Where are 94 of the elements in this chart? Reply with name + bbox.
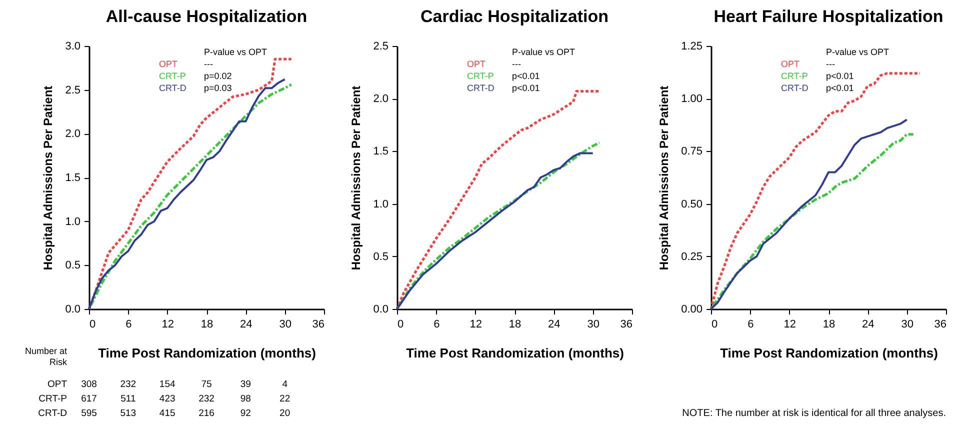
annotation: P-value vs OPT [512,47,576,57]
x-tick-label: 24 [548,318,560,330]
text: OPT [467,59,486,69]
text: OPT [159,59,178,69]
text: 232 [198,394,214,404]
x-tick-label: 12 [470,318,482,330]
y-tick-label: 2.0 [373,93,388,106]
y-tick-label: 2.5 [65,84,80,96]
y-tick-label: 0.25 [681,250,702,263]
y-tick-label: 0.50 [681,198,702,210]
y-tick-label: 2.5 [373,40,388,52]
text: Number at Risk [24,346,68,367]
chart-title: Cardiac Hospitalization [420,7,608,26]
y-tick-label: 1.5 [373,146,388,158]
text: 232 [120,379,136,390]
text: CRT-P [467,71,494,81]
text: CRT-D [781,83,809,93]
x-tick-label: 36 [934,318,946,330]
y-tick-label: 1.0 [373,198,388,210]
x-tick-label: 36 [620,318,632,330]
y-axis-title: Hospital Admissions Per Patient [657,86,672,270]
text: NOTE: The number at risk is identical for all three analyses. [682,408,946,419]
annotation: p<0.01 [512,83,540,93]
text: OPT [781,59,800,69]
annotation: --- [826,59,835,69]
text: 98 [240,394,251,404]
text: 617 [81,394,97,404]
text: 423 [159,394,176,404]
y-tick-label: 0.5 [65,260,80,272]
x-tick-label: 0 [90,318,96,330]
chart-title: All-cause Hospitalization [106,7,308,26]
text: 308 [81,379,97,390]
x-tick-label: 0 [712,318,718,330]
text: CRT-P [781,71,808,81]
annotation: p<0.01 [826,71,854,81]
y-tick-label: 1.25 [681,40,702,52]
x-tick-label: 30 [901,318,914,330]
x-tick-label: 6 [126,318,132,330]
text: 20 [280,408,290,419]
text: CRT-D [159,83,187,93]
annotation: --- [204,59,213,69]
y-tick-label: 1.5 [65,172,80,184]
y-tick-label: 0.75 [681,146,702,158]
y-axis-title: Hospital Admissions Per Patient [41,86,56,270]
annotation: p=0.02 [204,71,232,81]
text: 511 [120,394,136,404]
x-tick-label: 12 [162,318,174,330]
text: 216 [198,408,214,419]
y-tick-label: 1.0 [65,216,80,228]
x-tick-label: 6 [434,318,440,330]
x-axis-title: Time Post Randomization (months) [720,346,938,360]
y-tick-label: 0.0 [373,304,388,316]
x-tick-label: 18 [200,318,214,330]
y-tick-label: 1.00 [681,93,702,106]
x-tick-label: 30 [279,318,292,330]
annotation: p=0.03 [204,83,232,93]
text: 75 [201,379,212,390]
text: 595 [81,408,97,419]
x-tick-label: 18 [508,318,522,330]
text: CRT-P [159,71,186,81]
y-tick-label: 2.0 [65,128,80,140]
text: 39 [240,379,251,390]
x-tick-label: 0 [398,318,404,330]
y-axis-title: Hospital Admissions Per Patient [349,86,364,270]
annotation: P-value vs OPT [826,47,890,57]
line-series [710,72,922,310]
x-axis-title: Time Post Randomization (months) [406,346,624,360]
annotation: p<0.01 [512,71,540,81]
text: OPT [47,379,68,390]
y-tick-label: 0.0 [65,304,80,316]
text: CRT-D [467,83,495,93]
y-tick-label: 0.00 [681,304,702,316]
y-tick-label: 0.5 [373,250,388,263]
text: CRT-D [38,408,68,419]
x-tick-label: 36 [312,318,324,330]
text: 154 [159,379,176,390]
text: CRT-P [38,394,67,404]
chart-title: Heart Failure Hospitalization [714,7,944,26]
text: 22 [280,394,290,404]
annotation: --- [512,59,521,69]
x-tick-label: 30 [587,318,600,330]
text: 513 [120,408,136,419]
y-tick-label: 3.0 [65,40,80,52]
x-tick-label: 12 [784,318,796,330]
text: 92 [240,408,251,419]
text: 415 [159,408,176,419]
annotation: p<0.01 [826,83,854,93]
x-tick-label: 6 [748,318,754,330]
x-tick-label: 24 [862,318,874,330]
text: 4 [282,379,288,390]
x-axis-title: Time Post Randomization (months) [98,346,316,360]
x-tick-label: 24 [240,318,252,330]
annotation: P-value vs OPT [204,47,268,57]
x-tick-label: 18 [822,318,836,330]
